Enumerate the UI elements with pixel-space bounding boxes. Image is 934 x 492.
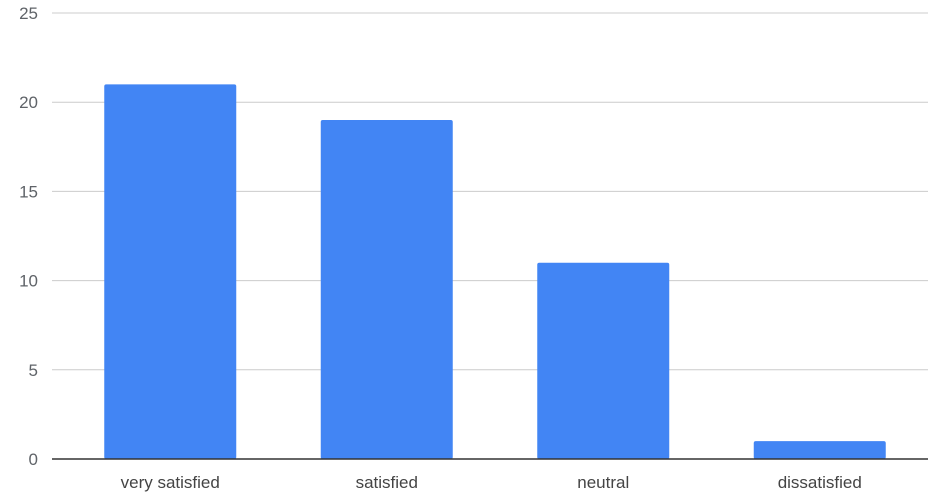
bar-neutral [537, 262, 670, 459]
bars [104, 84, 886, 460]
bar-dissatisfied [753, 441, 886, 459]
y-tick-label: 0 [29, 450, 38, 469]
y-tick-label: 5 [29, 361, 38, 380]
x-category-label: very satisfied [121, 473, 220, 492]
bar-very-satisfied [104, 84, 237, 460]
y-tick-label: 10 [19, 272, 38, 291]
y-tick-label: 25 [19, 4, 38, 23]
y-axis-tick-labels: 0 5 10 15 20 25 [19, 4, 38, 469]
x-category-label: neutral [577, 473, 629, 492]
x-category-label: dissatisfied [778, 473, 862, 492]
x-category-label: satisfied [356, 473, 418, 492]
bar-satisfied [320, 120, 453, 459]
y-tick-label: 15 [19, 182, 38, 201]
x-axis-category-labels: very satisfied satisfied neutral dissatisfi… [121, 473, 862, 492]
y-tick-label: 20 [19, 93, 38, 112]
